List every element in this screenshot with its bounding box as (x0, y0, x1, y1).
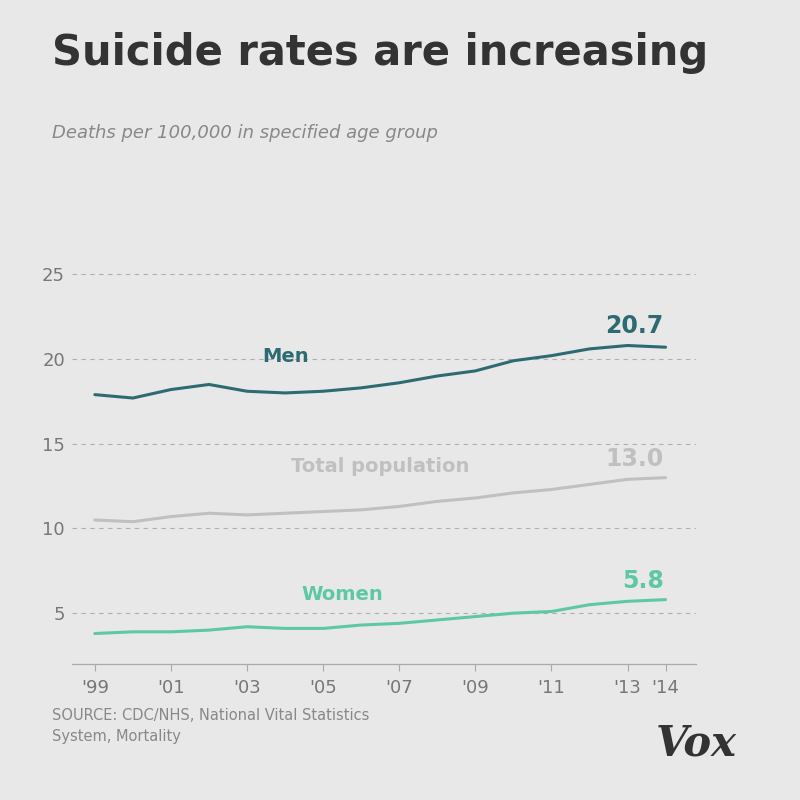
Text: Suicide rates are increasing: Suicide rates are increasing (52, 32, 708, 74)
Text: 20.7: 20.7 (606, 314, 664, 338)
Text: Women: Women (302, 585, 383, 604)
Text: SOURCE: CDC/NHS, National Vital Statistics
System, Mortality: SOURCE: CDC/NHS, National Vital Statisti… (52, 708, 370, 744)
Text: 5.8: 5.8 (622, 569, 664, 593)
Text: Deaths per 100,000 in specified age group: Deaths per 100,000 in specified age grou… (52, 124, 438, 142)
Text: Men: Men (262, 347, 308, 366)
Text: Vox: Vox (655, 723, 737, 765)
Text: Total population: Total population (291, 457, 470, 476)
Text: 13.0: 13.0 (606, 447, 664, 471)
